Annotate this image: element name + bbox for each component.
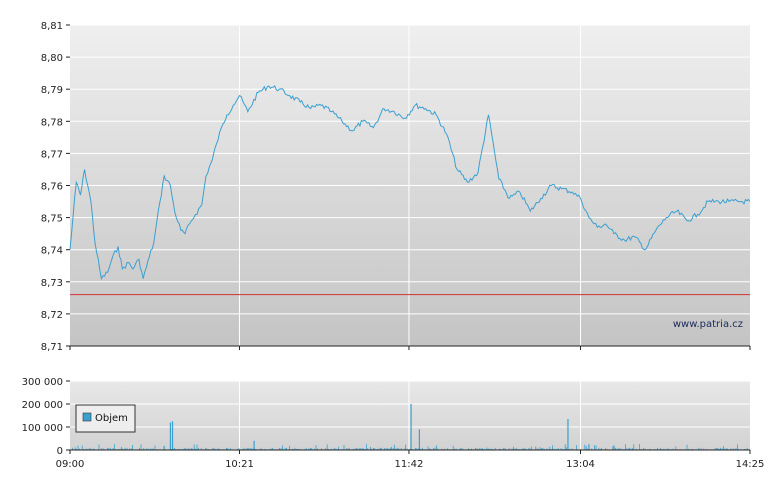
x-tick-label: 09:00 (56, 459, 85, 470)
price-panel: 8,71 8,72 8,73 8,74 8,75 8,76 8,77 8,78 8,79 8,80… (41, 21, 751, 353)
price-y-tick-label: 8,74 (41, 246, 63, 257)
volume-y-tick-label: 200 000 (22, 400, 63, 411)
price-y-tick-label: 8,81 (41, 21, 63, 32)
volume-bars (163, 404, 615, 450)
volume-y-tick-label: 0 (57, 446, 63, 457)
volume-y-tick-label: 100 000 (22, 423, 63, 434)
watermark: www.patria.cz (673, 319, 743, 330)
price-y-tick-label: 8,77 (41, 149, 63, 160)
volume-panel: 0 100 000 200 000 300 000 09:00 10:21 11:42 13… (22, 377, 765, 470)
volume-y-tick-label: 300 000 (22, 377, 63, 388)
price-y-tick-label: 8,80 (41, 53, 63, 64)
price-series-line (69, 85, 751, 281)
legend-label: Objem (95, 413, 128, 424)
legend: Objem (75, 404, 136, 433)
price-y-tick-label: 8,73 (41, 278, 63, 289)
price-x-ticks (69, 346, 751, 350)
price-gridlines (70, 24, 750, 347)
price-y-axis: 8,71 8,72 8,73 8,74 8,75 8,76 8,77 8,78 8,79 8,80… (41, 21, 70, 353)
price-y-tick-label: 8,76 (41, 182, 63, 193)
price-y-tick-label: 8,71 (41, 342, 63, 353)
price-y-tick-label: 8,78 (41, 117, 63, 128)
x-tick-label: 10:21 (225, 459, 254, 470)
volume-plot-area (70, 381, 750, 450)
legend-swatch (82, 412, 92, 422)
x-tick-label: 14:25 (736, 459, 765, 470)
price-y-tick-label: 8,72 (41, 310, 63, 321)
volume-y-axis: 0 100 000 200 000 300 000 (22, 377, 70, 457)
price-y-tick-label: 8,79 (41, 85, 63, 96)
x-tick-label: 13:04 (566, 459, 595, 470)
x-tick-label: 11:42 (395, 459, 424, 470)
price-y-tick-label: 8,75 (41, 214, 63, 225)
volume-x-axis: 09:00 10:21 11:42 13:04 14:25 (56, 450, 765, 470)
